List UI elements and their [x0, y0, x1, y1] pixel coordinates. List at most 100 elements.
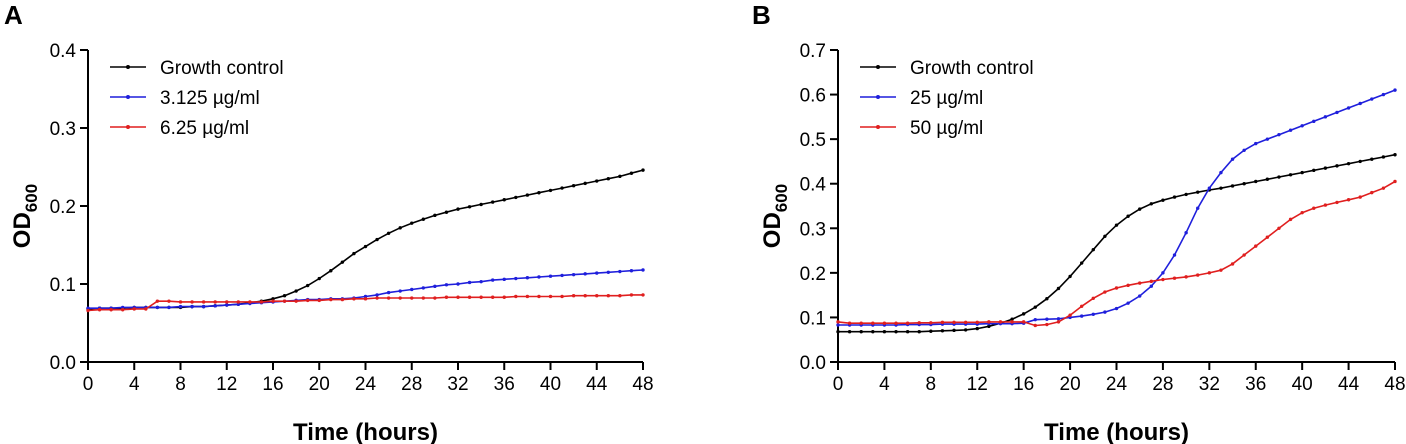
data-point-0	[1335, 164, 1339, 168]
data-point-0	[398, 226, 402, 230]
data-point-2	[1196, 273, 1200, 277]
legend-label-growth-control: Growth control	[160, 58, 284, 79]
data-point-2	[975, 320, 979, 325]
data-point-2	[560, 294, 564, 299]
data-point-2	[340, 297, 345, 302]
data-point-2	[294, 299, 298, 303]
data-point-1	[502, 277, 506, 282]
panel-b-x-axis-title: Time (hours)	[1044, 419, 1189, 444]
data-point-0	[1172, 195, 1177, 199]
data-point-2	[629, 293, 634, 297]
data-point-0	[859, 329, 863, 334]
data-point-2	[929, 321, 933, 325]
legend-label-50: 50 µg/ml	[910, 118, 983, 139]
data-point-1	[201, 304, 206, 309]
data-point-0	[952, 328, 956, 333]
x-tick-label: 4	[879, 374, 890, 395]
data-point-0	[1126, 214, 1130, 218]
data-point-0	[1277, 175, 1281, 179]
data-point-0	[595, 179, 599, 183]
data-point-2	[1312, 206, 1316, 210]
y-tick-label: 0.2	[50, 197, 76, 218]
data-point-0	[571, 184, 576, 188]
data-point-0	[871, 329, 875, 334]
x-tick-label: 8	[926, 374, 937, 395]
data-point-2	[1045, 322, 1049, 327]
data-point-0	[352, 251, 356, 256]
data-point-0	[490, 200, 495, 204]
data-point-1	[1196, 206, 1200, 210]
x-tick-label: 20	[1060, 374, 1081, 395]
data-point-0	[456, 207, 460, 211]
data-point-2	[1126, 283, 1130, 288]
data-point-2	[386, 296, 391, 300]
data-point-2	[201, 300, 206, 304]
data-point-2	[132, 307, 136, 311]
y-tick-label: 0.2	[800, 264, 826, 285]
data-point-0	[363, 244, 368, 249]
legend-marker	[126, 65, 130, 69]
data-point-2	[847, 321, 852, 325]
panel-b-x-ticks: 0 4 8 12 16 20 24 28 32 36 40 44 48	[833, 362, 1406, 395]
data-point-1	[225, 303, 229, 307]
data-point-1	[1103, 310, 1107, 314]
data-point-0	[340, 260, 345, 264]
x-tick-label: 36	[1245, 374, 1266, 395]
data-point-1	[1045, 317, 1049, 321]
data-point-2	[467, 295, 472, 299]
data-point-2	[1056, 320, 1061, 324]
data-point-2	[571, 294, 576, 298]
data-point-0	[1323, 166, 1328, 170]
data-point-0	[294, 289, 298, 293]
data-point-0	[282, 294, 287, 298]
data-point-2	[940, 320, 945, 325]
y-tick-label: 0.7	[800, 41, 826, 62]
data-point-1	[1265, 137, 1270, 141]
panel-b-legend: Growth control 25 µg/ml 50 µg/ml	[860, 58, 1034, 139]
panel-a-label: A	[4, 0, 23, 30]
data-point-2	[97, 308, 102, 312]
y-tick-label: 0.3	[50, 119, 76, 140]
data-point-0	[1242, 182, 1246, 186]
data-point-2	[178, 300, 183, 304]
data-point-0	[329, 269, 333, 273]
panel-b-y-title-main: OD	[759, 212, 786, 248]
data-point-0	[940, 329, 945, 333]
x-tick-label: 12	[967, 374, 988, 395]
panel-a-x-ticks: 0 4 8 12 16 20 24 28 32 36 40 44 48	[83, 362, 654, 395]
x-tick-label: 48	[1384, 374, 1405, 395]
data-point-2	[1172, 276, 1177, 280]
data-point-2	[836, 320, 840, 324]
data-point-0	[1265, 177, 1270, 181]
data-point-1	[1370, 97, 1374, 101]
x-tick-label: 32	[1199, 374, 1220, 395]
data-point-0	[1230, 184, 1235, 188]
data-point-0	[502, 198, 506, 202]
data-point-2	[1393, 179, 1397, 184]
data-point-0	[1381, 155, 1386, 159]
data-point-0	[1103, 234, 1107, 239]
data-point-2	[1230, 262, 1235, 266]
data-point-1	[236, 302, 241, 306]
data-point-2	[618, 294, 622, 298]
data-point-2	[190, 300, 194, 304]
data-point-1	[1138, 294, 1142, 298]
x-tick-label: 0	[833, 374, 844, 395]
x-tick-label: 28	[1152, 374, 1173, 395]
panel-a-legend-item-growth-control: Growth control	[110, 58, 284, 79]
data-point-1	[1335, 110, 1339, 115]
data-point-1	[1277, 132, 1281, 137]
data-point-1	[1079, 314, 1084, 318]
data-point-1	[1230, 157, 1235, 161]
data-point-2	[375, 296, 379, 300]
data-point-2	[1219, 268, 1223, 272]
data-point-2	[502, 295, 506, 299]
data-point-0	[386, 231, 391, 235]
data-point-0	[641, 168, 645, 172]
data-point-1	[167, 305, 171, 310]
data-point-0	[847, 329, 852, 334]
y-tick-label: 0.5	[800, 130, 826, 151]
data-point-1	[1126, 301, 1130, 305]
data-point-1	[1288, 128, 1293, 132]
data-point-1	[1242, 148, 1246, 152]
